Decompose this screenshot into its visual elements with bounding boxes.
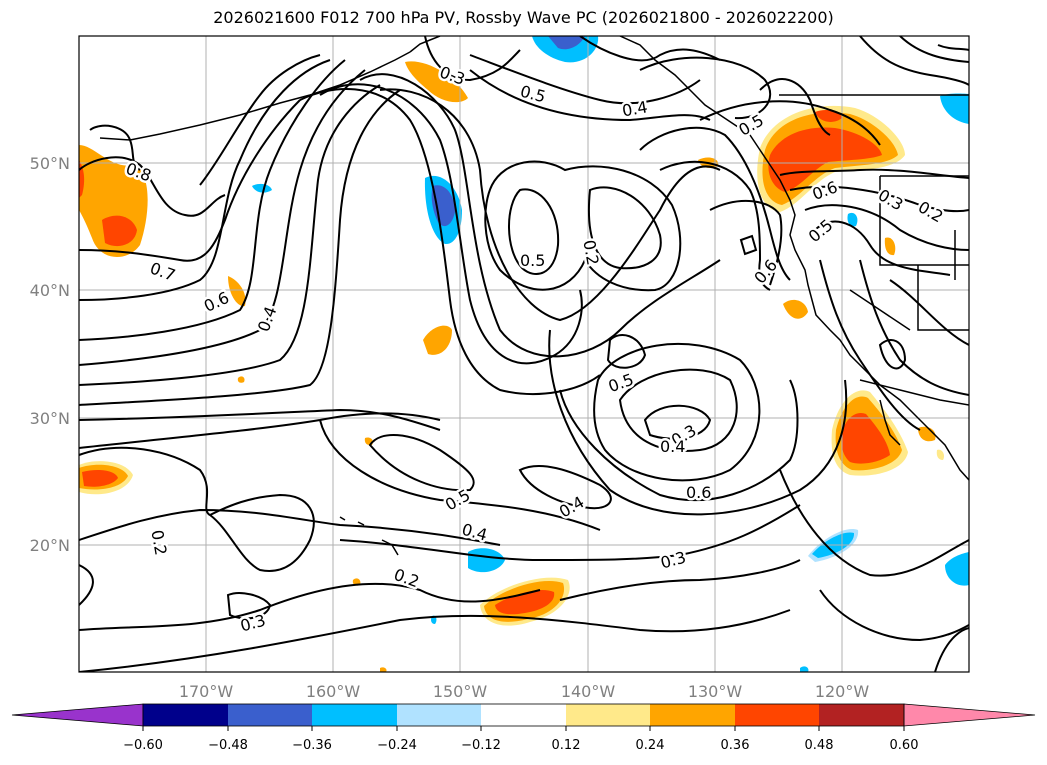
lat-label: 40°N xyxy=(30,281,70,300)
lon-label: 170°W xyxy=(179,682,234,701)
contour-label: 0.6 xyxy=(686,483,711,502)
colorbar-segment xyxy=(143,704,228,726)
latitude-labels: 50°N 40°N 30°N 20°N xyxy=(30,154,70,555)
contour-label: 0.4 xyxy=(660,437,685,456)
lon-label: 130°W xyxy=(688,682,743,701)
colorbar-extend-min xyxy=(11,703,144,727)
colorbar-extend-max xyxy=(903,703,1036,727)
lat-label: 20°N xyxy=(30,536,70,555)
colorbar-tick-label: −0.24 xyxy=(377,738,417,753)
lon-label: 120°W xyxy=(815,682,870,701)
colorbar-tick-label: 0.60 xyxy=(890,738,919,753)
map-frame xyxy=(78,35,970,673)
lon-label: 150°W xyxy=(433,682,488,701)
coastlines xyxy=(99,36,969,556)
lon-label: 160°W xyxy=(306,682,361,701)
colorbar-tick-label: −0.60 xyxy=(123,738,163,753)
longitude-labels: 170°W 160°W 150°W 140°W 130°W 120°W xyxy=(179,682,870,701)
colorbar-tick-label: −0.12 xyxy=(461,738,501,753)
colorbar-segment xyxy=(228,704,312,726)
colorbar-tick-label: 0.48 xyxy=(805,738,834,753)
colorbar-segment xyxy=(735,704,819,726)
lat-label: 30°N xyxy=(30,409,70,428)
lon-label: 140°W xyxy=(561,682,616,701)
colorbar-tick-label: 0.36 xyxy=(721,738,750,753)
colorbar-segment xyxy=(819,704,904,726)
colorbar-tick-label: 0.24 xyxy=(636,738,665,753)
colorbar-segment xyxy=(397,704,481,726)
pv-contours xyxy=(79,36,969,672)
colorbar-tick-label: 0.12 xyxy=(552,738,581,753)
contour-label: 0.2 xyxy=(147,528,170,556)
colorbar-segment xyxy=(312,704,397,726)
colorbar-tick-label: −0.36 xyxy=(292,738,332,753)
colorbar: −0.60 −0.48 −0.36 −0.24 −0.12 0.12 0.24 … xyxy=(11,703,1036,753)
colorbar-segment xyxy=(650,704,735,726)
map-title: 2026021600 F012 700 hPa PV, Rossby Wave … xyxy=(213,8,834,27)
colorbar-tick-label: −0.48 xyxy=(208,738,248,753)
colorbar-segment xyxy=(481,704,566,726)
contour-label: 0.5 xyxy=(520,251,545,270)
lat-label: 50°N xyxy=(30,154,70,173)
colorbar-segment xyxy=(566,704,650,726)
